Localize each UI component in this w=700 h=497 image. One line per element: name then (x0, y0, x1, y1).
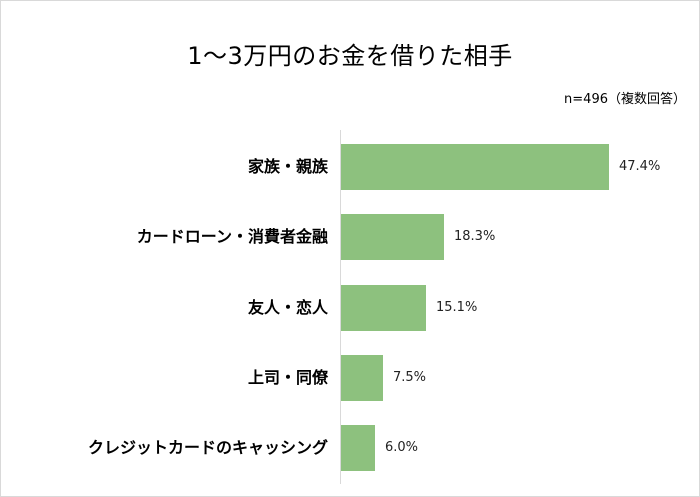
sample-size-note: n=496（複数回答） (564, 92, 686, 107)
category-label: カードローン・消費者金融 (136, 227, 328, 246)
bar (341, 355, 383, 401)
value-label: 7.5% (393, 370, 427, 385)
bar (341, 144, 609, 190)
bar-row: 友人・恋人 15.1% (0, 285, 700, 331)
category-axis-line (340, 130, 341, 484)
bar-row: 家族・親族 47.4% (0, 144, 700, 190)
chart-title: 1～3万円のお金を借りた相手 (187, 42, 513, 70)
category-label: 家族・親族 (247, 157, 328, 176)
category-label: 上司・同僚 (247, 368, 328, 387)
bar-row: カードローン・消費者金融 18.3% (0, 214, 700, 260)
value-label: 6.0% (385, 440, 419, 455)
value-label: 47.4% (619, 159, 661, 174)
category-label: クレジットカードのキャッシング (87, 438, 328, 457)
value-label: 18.3% (454, 229, 496, 244)
bar (341, 285, 426, 331)
bar-row: 上司・同僚 7.5% (0, 355, 700, 401)
bar (341, 214, 444, 260)
category-label: 友人・恋人 (247, 298, 328, 317)
bar-row: クレジットカードのキャッシング 6.0% (0, 425, 700, 471)
value-label: 15.1% (436, 300, 478, 315)
bar (341, 425, 375, 471)
